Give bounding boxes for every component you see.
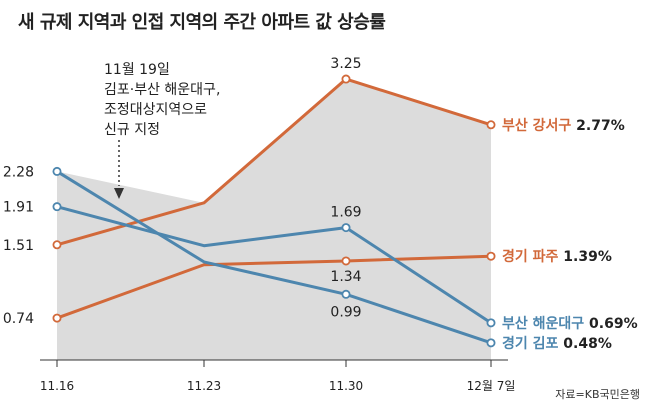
data-label: 1.51	[3, 238, 34, 254]
end-label-value: 0.48%	[563, 336, 612, 352]
annotation-text: 김포·부산 해운대구,	[104, 82, 220, 98]
data-point	[52, 313, 62, 323]
end-label-name: 부산 강서구	[502, 117, 576, 134]
data-point	[341, 223, 351, 233]
data-point	[341, 74, 351, 84]
data-point	[341, 289, 351, 299]
x-tick-label: 11.23	[187, 379, 221, 393]
data-point	[52, 240, 62, 250]
end-label-value: 0.69%	[589, 316, 638, 332]
data-point	[486, 338, 496, 348]
data-label: 1.69	[330, 205, 361, 221]
series-line	[55, 205, 493, 325]
data-point	[52, 202, 62, 212]
data-label: 1.34	[330, 269, 361, 285]
end-label: 부산 강서구 2.77%	[502, 117, 625, 134]
x-tick-label: 11.30	[329, 379, 363, 393]
data-label: 0.74	[3, 311, 34, 327]
data-point	[486, 120, 496, 130]
annotation-text: 11월 19일	[104, 62, 170, 78]
x-tick-label: 12월 7일	[467, 379, 516, 393]
end-label: 경기 김포 0.48%	[502, 335, 612, 352]
data-label: 3.25	[330, 56, 361, 72]
annotation-text: 신규 지정	[104, 122, 160, 138]
source-note: 자료=KB국민은행	[555, 388, 640, 401]
end-label-value: 1.39%	[563, 249, 612, 265]
end-label-name: 부산 해운대구	[502, 315, 589, 332]
data-label: 1.91	[3, 200, 34, 216]
data-point	[341, 256, 351, 266]
end-label: 부산 해운대구 0.69%	[502, 315, 638, 332]
x-tick-label: 11.16	[40, 379, 74, 393]
data-label: 2.28	[3, 164, 34, 180]
end-label-name: 경기 파주	[502, 248, 563, 265]
series-line	[55, 169, 493, 345]
end-label-value: 2.77%	[576, 118, 625, 134]
data-label: 0.99	[330, 304, 361, 320]
end-label-name: 경기 김포	[502, 335, 563, 352]
annotation-arrowhead	[114, 188, 124, 199]
series-line	[55, 254, 493, 320]
end-label: 경기 파주 1.39%	[502, 248, 612, 265]
annotation-text: 조정대상지역으로	[104, 102, 207, 118]
area-fill	[57, 79, 491, 361]
chart-title: 새 규제 지역과 인접 지역의 주간 아파트 값 상승률	[18, 12, 386, 33]
data-point	[486, 251, 496, 261]
series-line	[55, 77, 493, 247]
data-point	[486, 318, 496, 328]
data-point	[52, 166, 62, 176]
